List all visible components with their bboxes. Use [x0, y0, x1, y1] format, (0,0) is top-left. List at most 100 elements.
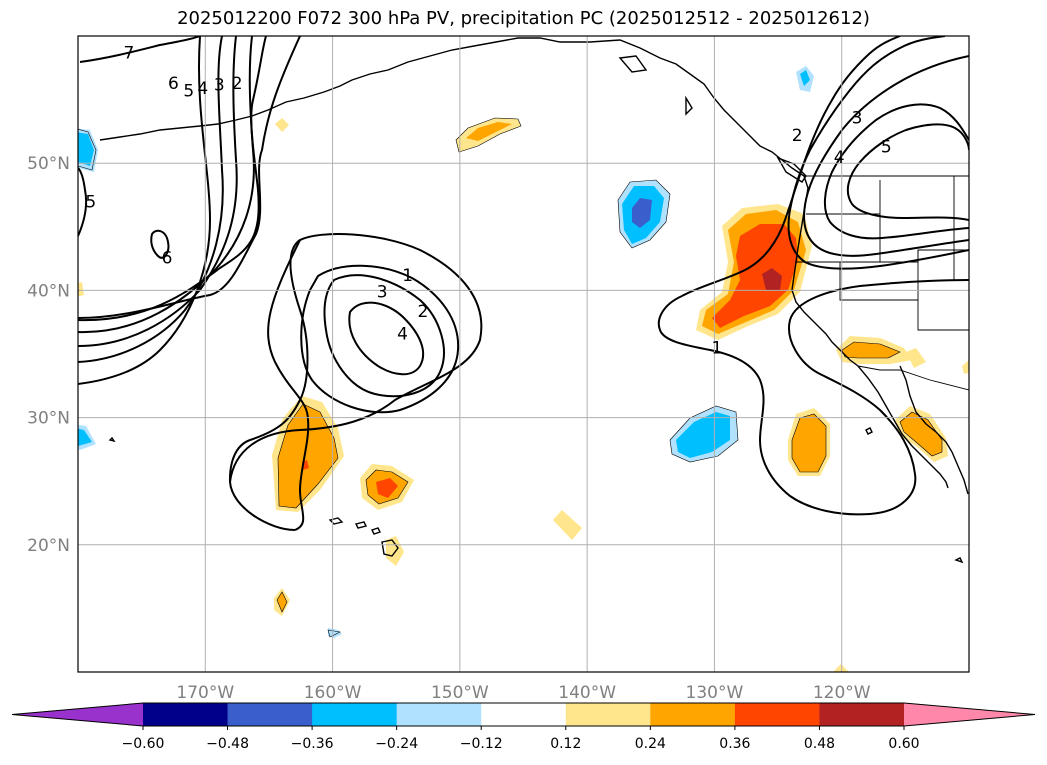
colorbar-extend-max — [904, 703, 1035, 726]
precip-negative-area — [78, 428, 92, 446]
pv-contour-label: 2 — [418, 302, 429, 322]
baja-california — [857, 365, 949, 489]
colorbar-segment — [819, 703, 905, 726]
pv-contour-1-central — [228, 233, 483, 531]
longitude-tick-label: 150°W — [431, 683, 489, 703]
colorbar-segment — [565, 703, 651, 726]
pv-contour-label: 5 — [183, 82, 194, 102]
map-content — [78, 36, 969, 672]
colorbar-tick-label: 0.60 — [888, 736, 919, 752]
maui — [371, 527, 381, 535]
precip-positive-area — [842, 342, 900, 358]
pv-contour-5-east — [846, 123, 969, 221]
colorbar-tick-label: −0.48 — [206, 736, 249, 752]
small-island — [108, 436, 116, 443]
precip-strong-area — [712, 224, 798, 328]
longitude-tick-label: 130°W — [686, 683, 744, 703]
colorbar-tick-label: 0.24 — [635, 736, 666, 752]
longitude-tick-label: 170°W — [176, 683, 234, 703]
pv-contour-4 — [78, 36, 238, 347]
colorbar-segment — [396, 703, 482, 726]
hawaii-big-island — [381, 539, 399, 557]
precip-fill-layer — [78, 66, 969, 672]
precip-positive-area — [553, 510, 582, 540]
colorbar-tick-label: 0.36 — [719, 736, 750, 752]
colorbar-extend-min — [12, 703, 143, 726]
colorbar-segment — [481, 703, 567, 726]
kodiak-island — [618, 55, 648, 73]
latitude-tick-label: 30°N — [27, 409, 70, 429]
pv-contour-label: 4 — [397, 325, 408, 345]
longitude-tick-label: 140°W — [558, 683, 616, 703]
precip-positive-area — [962, 360, 969, 374]
pv-contour-1-east — [657, 279, 969, 516]
colorbar-tick-label: −0.24 — [375, 736, 418, 752]
mexico-coast — [951, 451, 969, 495]
precip-strong-negative-area — [632, 198, 652, 228]
longitude-tick-label: 160°W — [304, 683, 362, 703]
precip-positive-area — [833, 664, 849, 672]
precip-negative-area — [800, 70, 810, 86]
pv-contour-label: 4 — [834, 148, 845, 168]
pv-contour-2-east — [787, 36, 969, 270]
colorbar-segment — [312, 703, 398, 726]
precip-positive-area — [906, 348, 926, 368]
small-island — [865, 427, 873, 435]
map-background — [78, 36, 969, 672]
pv-contour-5-west — [78, 167, 88, 237]
pv-contour-label: 1 — [402, 266, 413, 286]
pv-contour-3-east — [803, 55, 969, 257]
pv-contour-5 — [78, 36, 224, 363]
pv-contour-3-central — [323, 274, 445, 398]
precip-strong-area — [376, 478, 398, 498]
alaska-island — [685, 95, 693, 116]
pv-contour-layer — [78, 36, 969, 531]
precip-positive-area — [900, 412, 942, 456]
precip-positive-area — [466, 122, 512, 141]
colorbar-segment — [734, 703, 820, 726]
colorbar-segment — [143, 703, 229, 726]
precip-positive-area — [78, 282, 84, 297]
oahu — [354, 521, 368, 529]
pv-contour-label: 6 — [168, 74, 179, 94]
pv-contour-2 — [78, 36, 267, 322]
pv-contour-7 — [79, 36, 201, 63]
precip-negative-area — [676, 412, 730, 458]
colorbar-tick-label: −0.12 — [460, 736, 503, 752]
pv-contour-6 — [78, 36, 212, 385]
pv-contour-6-closed — [150, 229, 170, 259]
pv-contour-large-1 — [78, 36, 301, 319]
pv-contour-label: 6 — [162, 248, 173, 268]
state-border — [880, 250, 919, 263]
pv-contour-label: 4 — [197, 79, 208, 99]
colorbar-segment — [227, 703, 313, 726]
colorbar-tick-label: −0.36 — [291, 736, 334, 752]
precip-positive-area — [275, 118, 289, 132]
latitude-axis: 20°N 30°N 40°N 50°N — [27, 154, 70, 556]
latitude-tick-label: 50°N — [27, 154, 70, 174]
pv-contour-1-loop — [267, 239, 310, 531]
pv-contour-label: 3 — [377, 283, 388, 303]
us-mexico-border — [857, 365, 969, 391]
pv-contour-label: 2 — [792, 126, 803, 146]
pv-contour-4-east — [824, 103, 969, 240]
pv-contour-3 — [78, 36, 255, 334]
pv-contour-label: 3 — [214, 75, 225, 95]
colorbar-tick-label: −0.60 — [122, 736, 165, 752]
pv-contour-label: 3 — [852, 108, 863, 128]
pv-contour-label: 7 — [124, 44, 135, 64]
pv-contour-label: 2 — [232, 74, 243, 94]
colorbar-tick-label: 0.12 — [550, 736, 581, 752]
map-title: 2025012200 F072 300 hPa PV, precipitatio… — [177, 8, 870, 29]
precip-negative-area — [78, 132, 94, 166]
pv-contour-label: 5 — [881, 138, 892, 158]
colorbar-segment — [650, 703, 736, 726]
pv-contour-label: 1 — [712, 339, 723, 359]
latitude-tick-label: 20°N — [27, 536, 70, 556]
gridline-layer — [78, 36, 969, 672]
precip-positive-area — [792, 414, 826, 472]
precip-extreme-area — [762, 268, 782, 290]
colorbar: −0.60 −0.48 −0.36 −0.24 −0.12 0.12 0.24 0.36 0.4… — [11, 702, 1036, 752]
